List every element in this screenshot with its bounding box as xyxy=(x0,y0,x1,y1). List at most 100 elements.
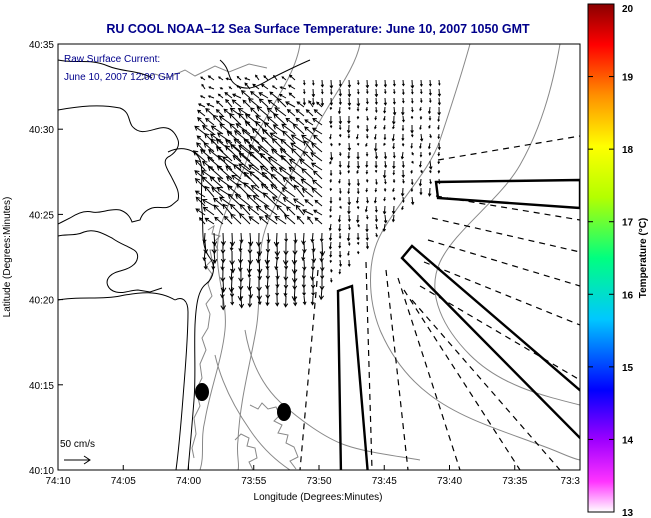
current-vector xyxy=(347,133,351,139)
current-vector xyxy=(208,86,215,90)
current-vector xyxy=(374,151,379,160)
current-vector xyxy=(208,148,224,162)
current-vector xyxy=(271,196,287,207)
current-vector xyxy=(295,108,305,117)
current-vector xyxy=(303,88,306,95)
current-vector xyxy=(252,83,260,90)
current-vector xyxy=(232,154,251,171)
current-vector xyxy=(356,241,360,246)
current-vector xyxy=(383,133,387,141)
current-vector xyxy=(274,215,287,225)
current-vector xyxy=(356,124,360,129)
current-vector xyxy=(437,97,441,106)
current-vector xyxy=(355,196,359,204)
current-vector xyxy=(347,205,351,215)
current-vector xyxy=(373,142,378,152)
current-vector xyxy=(257,295,262,306)
current-vector xyxy=(265,268,271,280)
current-vector xyxy=(338,223,342,232)
current-vector xyxy=(229,232,236,247)
current-vector xyxy=(267,99,278,108)
current-vector xyxy=(419,124,422,131)
current-vector xyxy=(225,77,233,81)
current-vector xyxy=(249,135,269,153)
current-vector xyxy=(312,79,315,86)
current-vector xyxy=(338,241,342,249)
current-vector xyxy=(197,117,206,126)
current-vector xyxy=(285,101,296,108)
current-vector xyxy=(329,97,334,106)
current-vector xyxy=(207,156,224,171)
current-vector xyxy=(311,127,323,135)
current-vector xyxy=(238,241,243,253)
current-vector xyxy=(427,187,432,197)
current-vector xyxy=(209,176,224,189)
current-vector xyxy=(204,217,215,225)
current-vector xyxy=(236,75,242,81)
current-vector xyxy=(392,97,396,105)
current-vector xyxy=(231,99,242,108)
current-vector xyxy=(195,208,206,216)
current-vector xyxy=(356,169,359,175)
current-vector xyxy=(225,139,242,153)
current-vector xyxy=(365,160,369,168)
current-vector xyxy=(383,214,388,224)
current-vector xyxy=(373,196,377,204)
current-vector xyxy=(281,76,287,81)
current-vector xyxy=(286,206,296,216)
current-vector xyxy=(229,259,236,274)
current-vector xyxy=(266,232,271,244)
current-vector xyxy=(365,187,368,193)
current-vector xyxy=(220,259,225,271)
current-vector xyxy=(347,142,352,152)
current-vector xyxy=(300,178,314,189)
current-vector xyxy=(311,97,316,106)
current-vector xyxy=(239,203,251,216)
current-vector xyxy=(229,241,234,252)
current-vector xyxy=(392,106,397,116)
current-vector xyxy=(194,190,206,198)
current-vector xyxy=(264,215,278,225)
current-vector xyxy=(410,142,413,149)
current-vector xyxy=(419,142,422,149)
current-vector xyxy=(274,107,287,117)
current-vector xyxy=(410,115,414,120)
current-vector xyxy=(255,120,269,135)
current-vector xyxy=(257,146,278,162)
current-vector xyxy=(329,106,333,111)
current-vector xyxy=(411,106,414,113)
current-vector xyxy=(270,148,287,162)
y-tick-label: 40:30 xyxy=(29,125,54,136)
current-vector xyxy=(201,83,206,90)
current-vector xyxy=(427,142,431,150)
current-vector xyxy=(284,232,289,243)
current-vector xyxy=(301,134,314,144)
current-vector xyxy=(283,286,288,297)
annotation-current-time: June 10, 2007 12:00 GMT xyxy=(64,72,180,83)
current-vector xyxy=(301,277,306,289)
current-vector xyxy=(311,88,316,98)
current-vector xyxy=(226,130,242,144)
y-tick-label: 40:20 xyxy=(29,296,54,307)
current-vector xyxy=(215,100,224,108)
current-vector xyxy=(239,213,251,225)
current-vector xyxy=(197,103,206,108)
current-vector xyxy=(411,97,414,104)
current-vector xyxy=(200,148,215,162)
current-vector xyxy=(301,168,314,180)
current-vector xyxy=(419,106,422,112)
coastline xyxy=(58,105,179,225)
current-vector xyxy=(410,178,414,186)
current-vector xyxy=(392,169,396,176)
station-marker xyxy=(277,403,291,421)
current-vector xyxy=(270,183,287,198)
current-vector xyxy=(366,214,369,220)
current-vector xyxy=(383,196,386,202)
current-vector xyxy=(420,133,424,142)
current-vector xyxy=(438,79,441,86)
current-vector xyxy=(311,179,323,189)
current-vector xyxy=(374,115,377,121)
current-vector xyxy=(419,188,423,196)
current-vector xyxy=(246,277,253,291)
current-vector xyxy=(338,79,342,88)
